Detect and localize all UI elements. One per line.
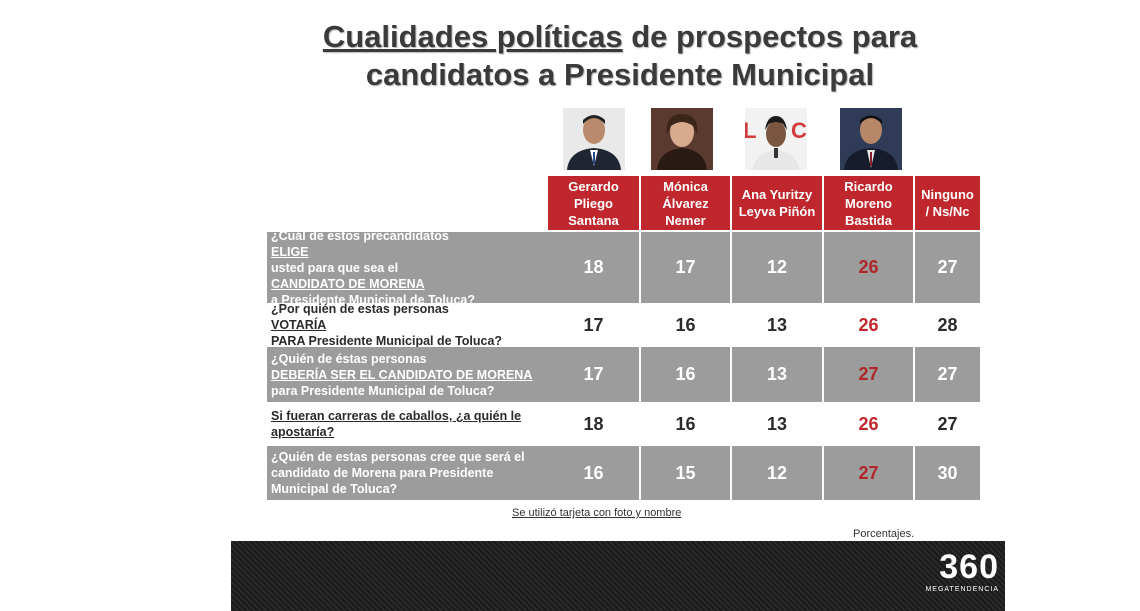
value-cell: 13 [732,405,822,443]
value-cell: 12 [732,446,822,500]
value-cell: 18 [548,232,639,303]
footer-banner: 360 MEGATENDENCIA [231,541,1005,611]
title-underlined: Cualidades políticas [322,19,623,54]
header-candidate-2: Mónica Álvarez Nemer [641,176,730,230]
table-row: ¿Por quién de estas personas VOTARÍA PAR… [267,302,980,348]
value-cell: 16 [641,347,730,402]
value-cell: 13 [732,347,822,402]
table-row: ¿Cuál de estos precandidatos ELIGE usted… [267,229,980,307]
question-cell: Si fueran carreras de caballos, ¿a quién… [267,405,548,443]
value-cell: 28 [915,306,980,344]
header-candidate-1: Gerardo Pliego Santana [548,176,639,230]
value-cell: 30 [915,446,980,500]
value-cell: 16 [641,306,730,344]
candidate-photo-ricardo [840,108,902,170]
value-cell: 16 [548,446,639,500]
table-row: Si fueran carreras de caballos, ¿a quién… [267,405,980,443]
value-cell-highlight: 26 [824,306,913,344]
header-candidate-4: Ricardo Moreno Bastida [824,176,913,230]
value-cell-highlight: 27 [824,347,913,402]
table-row: ¿Quién de éstas personas DEBERÍA SER EL … [267,347,980,402]
question-cell: ¿Por quién de estas personas VOTARÍA PAR… [267,302,548,348]
candidate-photo-gerardo [563,108,625,170]
value-cell: 15 [641,446,730,500]
table-row: ¿Quién de estas personas cree que será e… [267,446,980,500]
value-cell-highlight: 26 [824,232,913,303]
value-cell: 13 [732,306,822,344]
value-cell: 18 [548,405,639,443]
value-cell: 17 [548,306,639,344]
svg-text:L: L [745,118,756,143]
svg-text:C: C [791,118,807,143]
value-cell: 12 [732,232,822,303]
value-cell: 17 [548,347,639,402]
value-cell-highlight: 27 [824,446,913,500]
page-title: Cualidades políticas de prospectos para … [260,18,980,94]
brand-logo: 360 MEGATENDENCIA [925,549,999,595]
units-note: Porcentajes. [853,528,915,540]
title-line-2: candidatos a Presidente Municipal [365,57,875,92]
footnote: Se utilizó tarjeta con foto y nombre [512,507,682,519]
question-cell: ¿Cuál de estos precandidatos ELIGE usted… [267,229,548,307]
value-cell: 27 [915,405,980,443]
value-cell-highlight: 26 [824,405,913,443]
question-cell: ¿Quién de éstas personas DEBERÍA SER EL … [267,347,548,402]
value-cell: 17 [641,232,730,303]
logo-sub: MEGATENDENCIA [925,586,999,593]
header-ninguno: Ninguno / Ns/Nc [915,176,980,230]
title-rest: de prospectos para [622,19,918,54]
candidate-photo-monica [651,108,713,170]
question-cell: ¿Quién de estas personas cree que será e… [267,446,548,500]
value-cell: 27 [915,347,980,402]
logo-main: 360 [939,548,999,586]
header-candidate-3: Ana Yuritzy Leyva Piñón [732,176,822,230]
value-cell: 27 [915,232,980,303]
value-cell: 16 [641,405,730,443]
